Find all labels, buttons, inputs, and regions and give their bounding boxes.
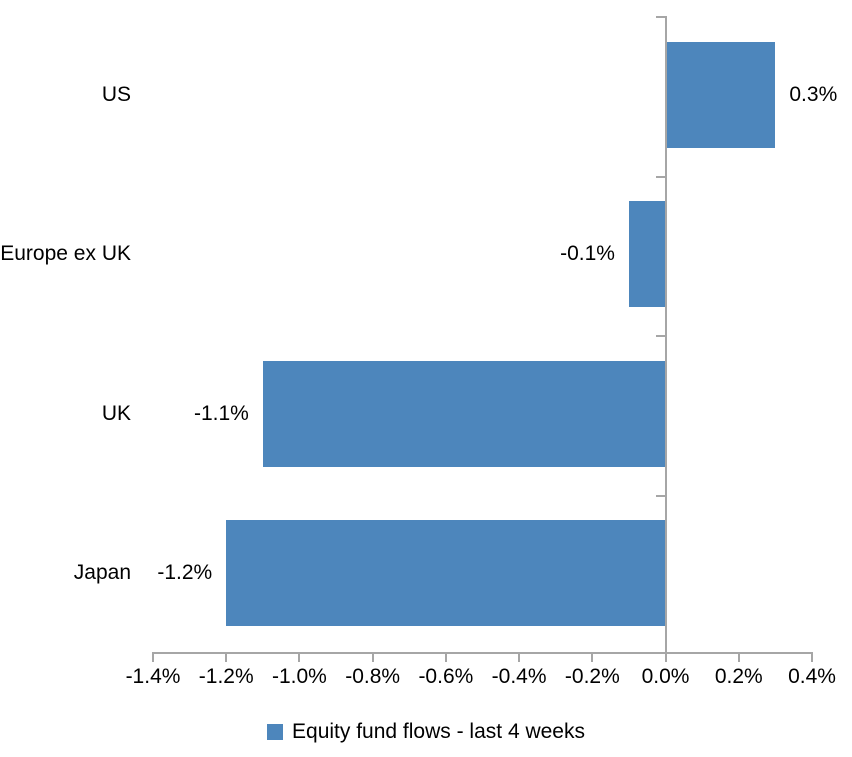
x-axis-tick-label: 0.2% <box>714 665 763 688</box>
x-axis-tick <box>371 652 374 662</box>
value-label-japan: -1.2% <box>157 561 213 585</box>
value-label-europe-ex-uk: -0.1% <box>560 242 615 266</box>
category-axis-tick <box>655 335 665 337</box>
x-axis-tick <box>152 652 154 662</box>
x-axis-tick <box>591 652 594 662</box>
x-axis-tick-label: -0.8% <box>345 665 401 688</box>
legend-label: Equity fund flows - last 4 weeks <box>292 720 585 743</box>
category-label-us: US <box>101 82 131 106</box>
category-axis-zero-line <box>664 16 667 662</box>
x-axis-tick-label: -0.6% <box>418 665 474 688</box>
category-label-japan: Japan <box>73 561 131 585</box>
x-axis-tick-label: -1.0% <box>272 665 327 688</box>
x-axis-tick <box>225 652 228 662</box>
bar-us <box>665 41 776 148</box>
legend-color-swatch-icon <box>267 724 284 740</box>
value-label-uk: -1.1% <box>193 401 249 425</box>
x-axis-tick-label: 0.4% <box>788 665 836 688</box>
x-axis-tick <box>444 652 447 662</box>
x-axis-tick <box>298 652 301 662</box>
x-axis-tick <box>737 652 740 662</box>
bar-uk <box>262 360 666 467</box>
x-axis-tick-label: -1.4% <box>125 665 181 688</box>
category-axis-tick <box>655 175 665 178</box>
category-axis-tick <box>655 494 665 497</box>
category-label-europe-ex-uk: Europe ex UK <box>0 242 131 266</box>
x-axis-tick-label: -0.2% <box>564 665 620 688</box>
x-axis-tick <box>518 652 521 662</box>
legend: Equity fund flows - last 4 weeks <box>0 717 852 747</box>
bar-europe-ex-uk <box>628 201 666 308</box>
x-axis-tick-label: -0.4% <box>491 665 547 688</box>
x-axis-tick-label: 0.0% <box>641 665 690 688</box>
x-axis-tick <box>811 652 813 662</box>
x-axis-tick-label: -1.2% <box>198 665 254 688</box>
category-label-uk: UK <box>101 401 131 425</box>
bar-japan <box>226 520 666 627</box>
value-label-us: 0.3% <box>789 82 838 106</box>
x-axis-line <box>153 652 812 654</box>
category-axis-tick <box>655 16 665 18</box>
